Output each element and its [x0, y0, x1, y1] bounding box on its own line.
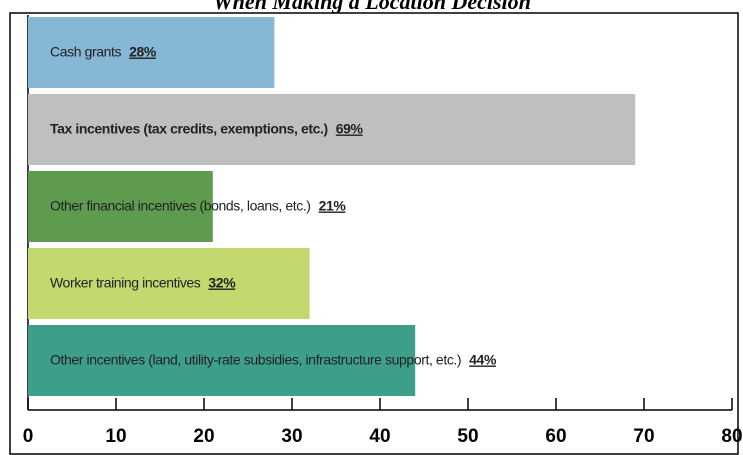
bar-label: Other incentives (land, utility-rate sub… [50, 351, 497, 367]
category-label: Other incentives (land, utility-rate sub… [50, 351, 461, 367]
bar [28, 94, 636, 165]
x-tick-label: 80 [721, 426, 742, 447]
category-label: Other financial incentives (bonds, loans… [50, 197, 311, 213]
value-label: 21% [319, 197, 347, 213]
value-label: 44% [469, 351, 497, 367]
x-tick-label: 20 [193, 426, 214, 447]
x-tick-label: 10 [105, 426, 126, 447]
chart-title: When Making a Location Decision [213, 0, 531, 14]
category-label: Cash grants [50, 43, 121, 59]
x-tick-label: 70 [633, 426, 654, 447]
bar [28, 325, 416, 396]
bar-label: Other financial incentives (bonds, loans… [50, 197, 346, 213]
x-tick-label: 40 [369, 426, 390, 447]
bar [28, 248, 310, 319]
x-tick-label: 0 [23, 426, 34, 447]
bar [28, 171, 213, 242]
value-label: 69% [336, 120, 364, 136]
bar-label: Worker training incentives 32% [50, 274, 236, 290]
bar-label: Tax incentives (tax credits, exemptions,… [50, 120, 364, 136]
frame [9, 12, 739, 455]
x-tick-label: 30 [281, 426, 302, 447]
value-label: 32% [208, 274, 236, 290]
value-label: 28% [129, 43, 157, 59]
category-label: Tax incentives (tax credits, exemptions,… [50, 120, 328, 136]
x-tick-label: 60 [545, 426, 566, 447]
bar [28, 17, 275, 88]
bar-label: Cash grants 28% [50, 43, 157, 59]
x-tick-label: 50 [457, 426, 478, 447]
category-label: Worker training incentives [50, 274, 201, 290]
